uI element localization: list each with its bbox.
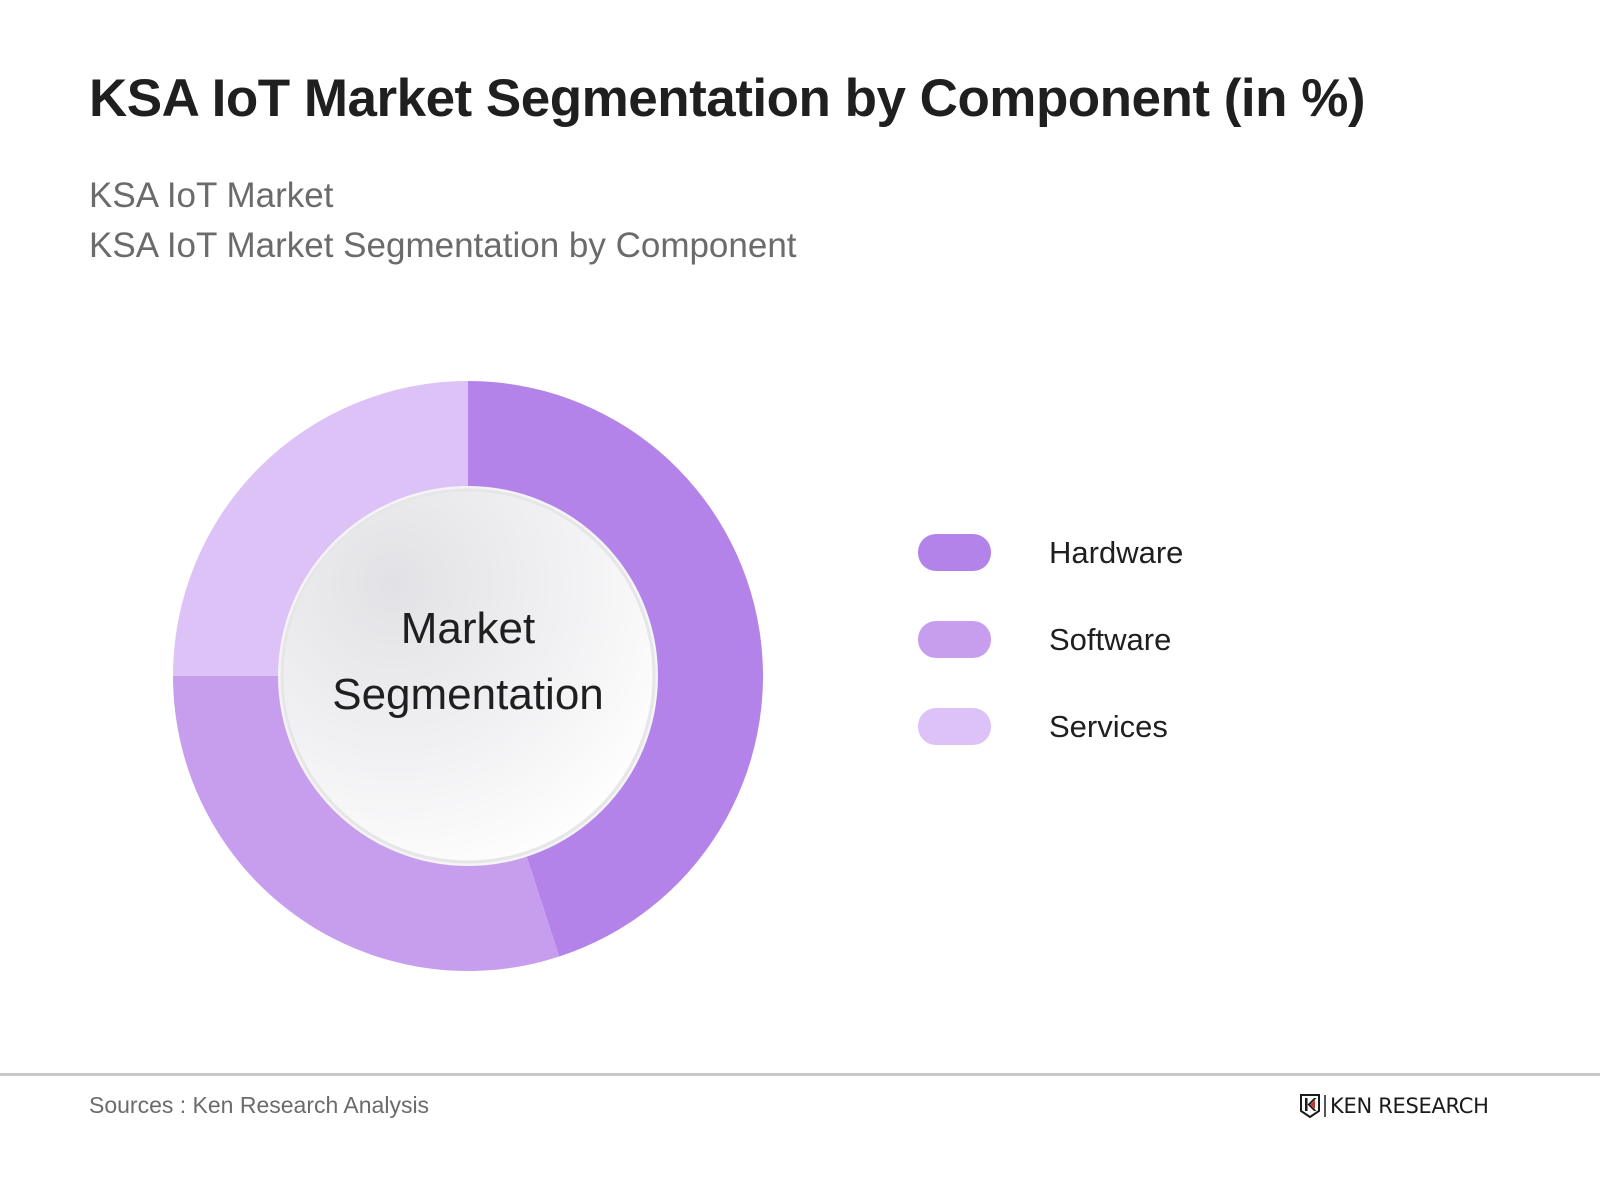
ken-research-logo-text: KEN RESEARCH — [1330, 1094, 1489, 1118]
center-disc — [280, 488, 656, 864]
legend-label-software: Software — [1049, 621, 1172, 657]
source-note: Sources : Ken Research Analysis — [89, 1092, 430, 1118]
legend-swatch-hardware — [918, 534, 991, 571]
legend-item-software[interactable]: Software — [918, 621, 1183, 658]
legend-item-services[interactable]: Services — [918, 708, 1183, 745]
center-label-line1: Market — [400, 604, 536, 653]
center-label: Market Segmentation — [268, 596, 668, 728]
center-label-line2: Segmentation — [332, 670, 604, 719]
logo-separator — [1324, 1095, 1326, 1117]
chart-subtitle-market: KSA IoT Market — [89, 176, 334, 215]
legend-swatch-services — [918, 708, 991, 745]
legend-swatch-software — [918, 621, 991, 658]
footer-divider — [0, 1073, 1600, 1076]
ken-research-logo: KEN RESEARCH — [1300, 1094, 1489, 1118]
ken-research-logo-icon — [1300, 1094, 1320, 1118]
legend-label-services: Services — [1049, 708, 1168, 744]
chart-title: KSA IoT Market Segmentation by Component… — [89, 69, 1366, 128]
donut-chart — [173, 381, 763, 971]
legend-label-hardware: Hardware — [1049, 534, 1184, 570]
legend-item-hardware[interactable]: Hardware — [918, 534, 1183, 571]
legend: Hardware Software Services — [918, 534, 1183, 795]
chart-subtitle-segmentation: KSA IoT Market Segmentation by Component — [89, 226, 797, 265]
